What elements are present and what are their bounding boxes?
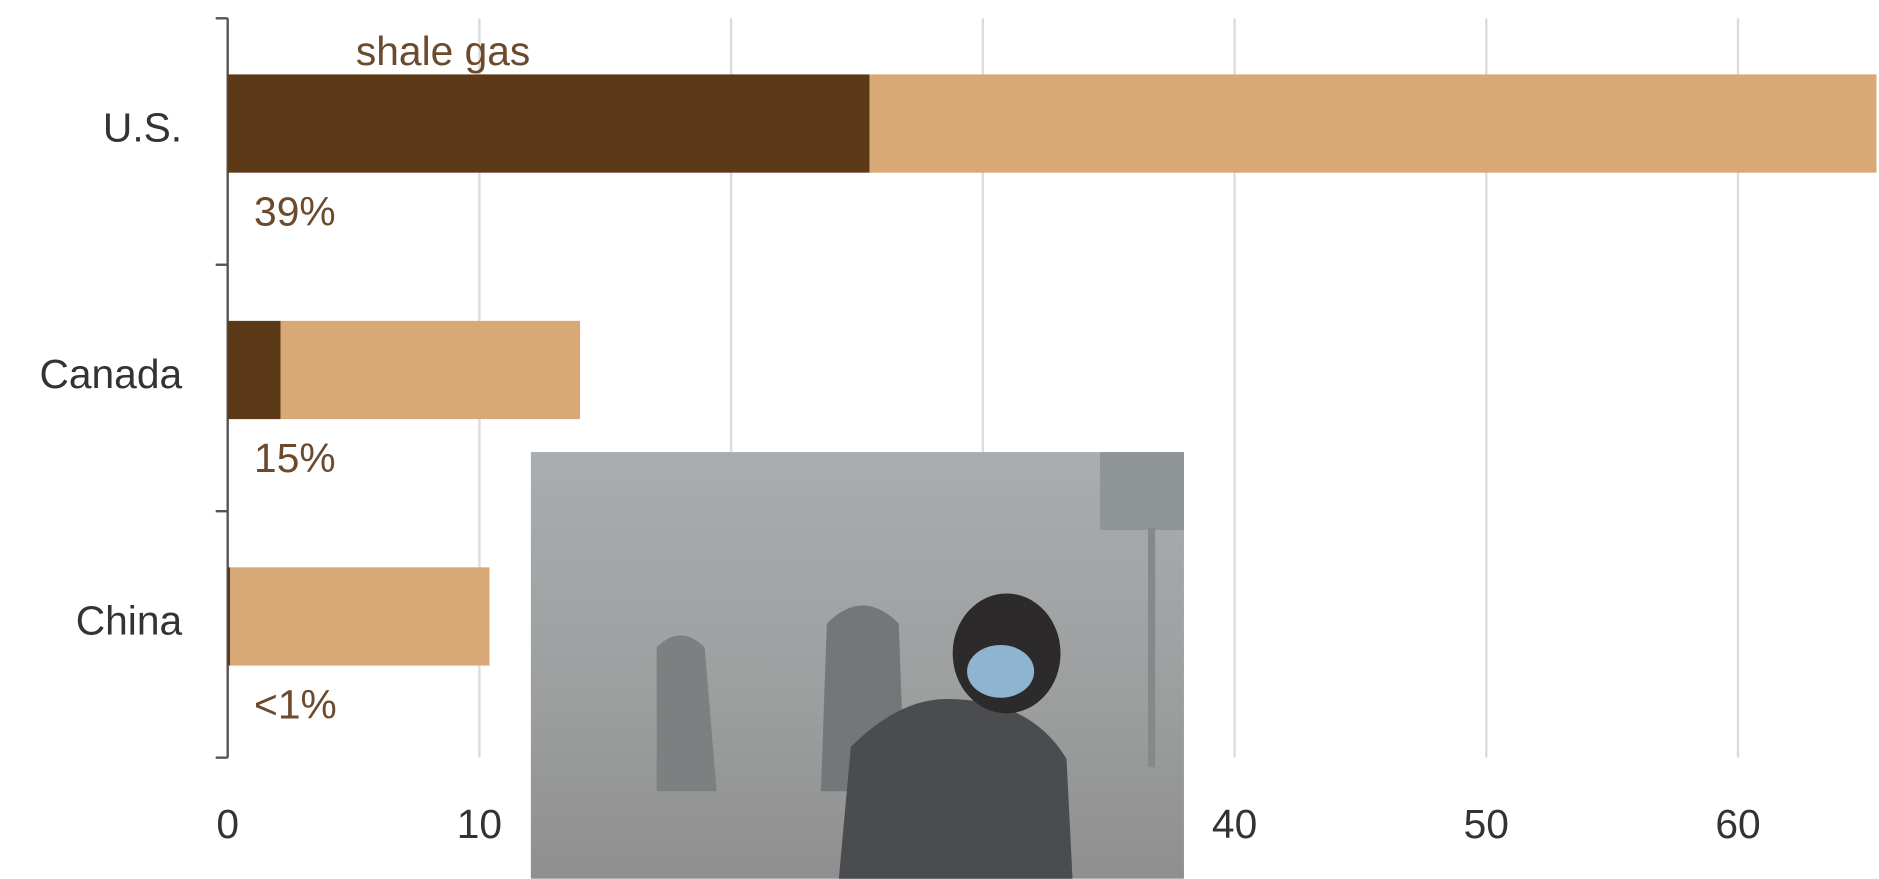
bar-segment	[228, 321, 281, 419]
x-tick-label: 40	[1212, 801, 1257, 847]
x-tick-label: 10	[457, 801, 502, 847]
bar-segment	[870, 74, 1877, 172]
share-label: 15%	[254, 435, 336, 481]
face-mask	[967, 645, 1034, 698]
x-tick-label: 0	[216, 801, 239, 847]
chart: 0102030405060U.S.39%Canada15%China<1%sha…	[0, 0, 1879, 879]
bar-segment	[281, 321, 581, 419]
share-label: <1%	[254, 681, 337, 727]
bar-segment	[230, 567, 489, 665]
photo	[531, 452, 1184, 879]
sign	[1100, 452, 1184, 530]
bar-segment	[228, 74, 870, 172]
page: 0102030405060U.S.39%Canada15%China<1%sha…	[0, 0, 1879, 879]
x-tick-label: 50	[1464, 801, 1509, 847]
bar-segment	[228, 567, 231, 665]
sign-pole	[1148, 528, 1155, 768]
x-tick-label: 60	[1715, 801, 1760, 847]
y-tick-label: U.S.	[103, 104, 182, 150]
share-label: 39%	[254, 188, 336, 234]
legend-label: shale gas	[356, 28, 530, 74]
y-tick-label: China	[76, 597, 183, 643]
y-tick-label: Canada	[39, 351, 182, 397]
